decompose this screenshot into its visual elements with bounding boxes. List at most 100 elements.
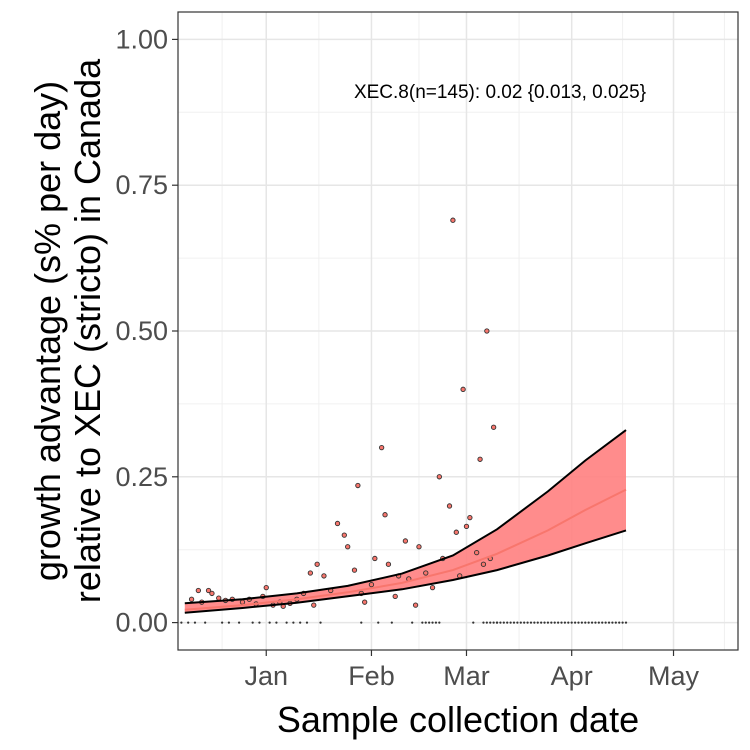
data-point bbox=[368, 582, 375, 588]
zero-point bbox=[567, 621, 570, 624]
zero-point bbox=[536, 621, 539, 624]
zero-point bbox=[360, 621, 363, 624]
data-point bbox=[450, 217, 456, 223]
zero-point bbox=[377, 621, 380, 624]
fit-line bbox=[184, 488, 627, 611]
zero-point bbox=[237, 621, 241, 624]
zero-point bbox=[319, 621, 322, 624]
zero-point bbox=[285, 621, 288, 624]
data-point bbox=[463, 523, 470, 530]
data-point bbox=[467, 514, 473, 521]
confidence-band-layer bbox=[184, 430, 627, 613]
data-point bbox=[378, 444, 385, 451]
data-point bbox=[362, 599, 368, 605]
zero-point bbox=[431, 621, 434, 624]
y-axis-ticks: 0.00 0.25 0.50 0.75 1.00 bbox=[115, 24, 178, 638]
x-tick-label: Mar bbox=[443, 661, 490, 691]
data-point bbox=[480, 561, 487, 567]
y-axis-title-line-2: relative to XEC (stricto) in Canada bbox=[67, 58, 108, 603]
zero-point bbox=[516, 621, 519, 624]
data-point bbox=[429, 584, 436, 591]
x-axis-ticks: Jan Feb Mar Apr May bbox=[244, 650, 700, 691]
zero-point bbox=[411, 621, 414, 624]
zero-point bbox=[533, 621, 536, 624]
y-axis-title-line-1: growth advantage (s% per day) bbox=[27, 81, 68, 581]
y-tick-label: 1.00 bbox=[115, 24, 168, 54]
data-point bbox=[490, 424, 497, 430]
zero-point bbox=[421, 621, 424, 624]
data-point bbox=[446, 503, 453, 509]
data-point bbox=[195, 587, 202, 594]
data-point bbox=[355, 482, 361, 489]
zero-point bbox=[618, 621, 621, 624]
x-tick-label: May bbox=[648, 661, 700, 691]
zero-point bbox=[590, 621, 594, 624]
zero-point bbox=[187, 621, 190, 624]
data-point bbox=[209, 590, 215, 597]
zero-point bbox=[553, 621, 556, 624]
zero-point bbox=[227, 621, 231, 624]
zero-point bbox=[540, 621, 543, 624]
data-point bbox=[460, 386, 466, 392]
zero-point bbox=[434, 621, 438, 624]
data-point bbox=[307, 570, 314, 576]
zero-point bbox=[258, 621, 261, 624]
zero-point bbox=[519, 621, 522, 624]
confidence-band bbox=[184, 430, 627, 613]
zero-point bbox=[577, 621, 580, 624]
zero-point bbox=[428, 621, 431, 624]
y-tick-label: 0.00 bbox=[115, 608, 168, 638]
zero-point bbox=[601, 621, 604, 624]
data-points-layer bbox=[180, 217, 628, 624]
data-point bbox=[436, 474, 442, 480]
data-point bbox=[239, 599, 246, 605]
zero-point bbox=[502, 621, 505, 624]
zero-point bbox=[485, 621, 488, 624]
data-point bbox=[372, 555, 378, 562]
data-point bbox=[477, 456, 483, 462]
zero-point bbox=[204, 621, 207, 624]
zero-point bbox=[546, 621, 550, 624]
zero-point bbox=[472, 621, 475, 624]
zero-point bbox=[489, 621, 492, 624]
upper-bound-line bbox=[184, 429, 627, 605]
data-point bbox=[311, 602, 317, 608]
y-tick-label: 0.25 bbox=[115, 462, 168, 492]
zero-point bbox=[390, 621, 393, 624]
data-point bbox=[453, 529, 459, 535]
chart-annotation: XEC.8(n=145): 0.02 {0.013, 0.025} bbox=[354, 82, 646, 103]
data-point bbox=[321, 573, 327, 579]
data-point bbox=[392, 593, 398, 599]
zero-point bbox=[580, 621, 583, 624]
x-tick-label: Jan bbox=[244, 661, 288, 691]
zero-point bbox=[550, 621, 553, 624]
zero-point bbox=[624, 621, 628, 624]
data-point bbox=[412, 602, 419, 608]
zero-point bbox=[594, 621, 597, 624]
zero-point bbox=[529, 621, 533, 624]
zero-point bbox=[573, 621, 577, 624]
zero-point bbox=[607, 621, 611, 624]
x-axis-title: Sample collection date bbox=[277, 699, 639, 740]
data-point bbox=[484, 328, 490, 334]
zero-point bbox=[275, 621, 278, 624]
zero-point bbox=[614, 621, 617, 624]
data-point bbox=[314, 561, 320, 567]
zero-point bbox=[611, 621, 614, 624]
zero-point bbox=[305, 621, 309, 624]
zero-point bbox=[557, 621, 560, 624]
data-point bbox=[382, 512, 388, 518]
data-point bbox=[263, 584, 269, 591]
zero-point bbox=[506, 621, 509, 624]
zero-point bbox=[560, 621, 563, 624]
zero-point bbox=[268, 621, 271, 624]
zero-point bbox=[292, 621, 295, 624]
data-point bbox=[205, 587, 212, 594]
zero-point bbox=[299, 621, 302, 624]
data-point bbox=[416, 544, 422, 550]
zero-point bbox=[180, 621, 183, 624]
zero-point bbox=[604, 621, 607, 624]
zero-point bbox=[495, 621, 499, 624]
zero-point bbox=[499, 621, 502, 624]
